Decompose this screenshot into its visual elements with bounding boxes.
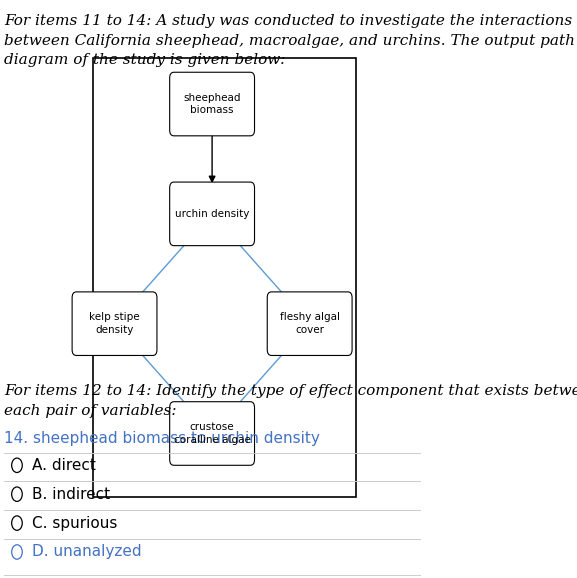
Text: sheephead
biomass: sheephead biomass bbox=[183, 93, 241, 115]
FancyBboxPatch shape bbox=[267, 292, 352, 355]
FancyBboxPatch shape bbox=[72, 292, 157, 355]
Text: C. spurious: C. spurious bbox=[32, 516, 117, 531]
Text: A. direct: A. direct bbox=[32, 458, 96, 473]
Text: crustose
coralline algae: crustose coralline algae bbox=[174, 423, 250, 444]
Text: B. indirect: B. indirect bbox=[32, 487, 110, 502]
FancyBboxPatch shape bbox=[170, 72, 254, 136]
Text: urchin density: urchin density bbox=[175, 209, 249, 219]
FancyBboxPatch shape bbox=[93, 58, 357, 497]
Text: D. unanalyzed: D. unanalyzed bbox=[32, 544, 141, 560]
Text: For items 12 to 14: Identify the type of effect component that exists between
ea: For items 12 to 14: Identify the type of… bbox=[4, 384, 577, 418]
FancyBboxPatch shape bbox=[170, 402, 254, 465]
Text: fleshy algal
cover: fleshy algal cover bbox=[280, 313, 340, 335]
FancyBboxPatch shape bbox=[170, 182, 254, 246]
Text: For items 11 to 14: A study was conducted to investigate the interactions
betwee: For items 11 to 14: A study was conducte… bbox=[4, 14, 575, 68]
Text: 14. sheephead biomass to urchin density: 14. sheephead biomass to urchin density bbox=[4, 431, 320, 446]
Text: kelp stipe
density: kelp stipe density bbox=[89, 313, 140, 335]
